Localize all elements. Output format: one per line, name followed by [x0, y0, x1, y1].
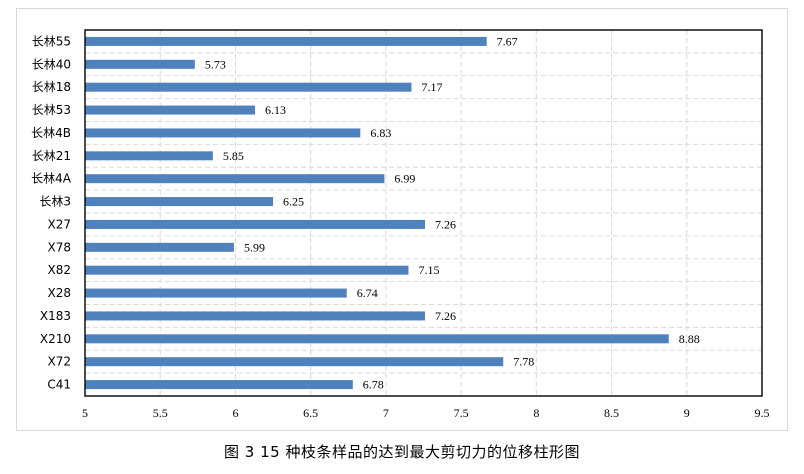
x-tick-labels: 5 5.5 6 6.5 7 7.5 8 8.5 9 9.5 — [82, 406, 770, 420]
bar-7 — [85, 197, 274, 207]
plot-area-border — [84, 29, 763, 397]
value-label: 7.26 — [435, 309, 456, 323]
value-label: 7.78 — [513, 355, 534, 369]
value-label: 6.99 — [394, 172, 415, 186]
value-label: 5.85 — [223, 149, 244, 163]
bar-11 — [85, 288, 347, 298]
category-label: 长林3 — [39, 195, 71, 209]
category-label: 长林55 — [32, 34, 71, 48]
x-tick-label: 6 — [232, 406, 238, 420]
plot-border — [84, 29, 763, 397]
x-tick-label: 7 — [383, 406, 389, 420]
value-label: 6.25 — [283, 195, 304, 209]
category-label: C41 — [47, 378, 71, 392]
bar-0 — [85, 36, 487, 46]
value-label: 6.74 — [357, 286, 378, 300]
x-tick-label: 8 — [533, 406, 539, 420]
bar-4 — [85, 128, 361, 138]
category-label: X72 — [48, 355, 72, 369]
bar-chart: 长林55 长林40 长林18 长林53 长林4B 长林21 长林4A 长林3 X27 X78 X82… — [31, 29, 770, 420]
bar-3 — [85, 105, 256, 115]
category-label: X27 — [48, 217, 72, 231]
chart-frame: 长林55 长林40 长林18 长林53 长林4B 长林21 长林4A 长林3 X27 X78 X82… — [16, 8, 788, 431]
value-label: 6.78 — [363, 378, 384, 392]
category-label: X82 — [48, 263, 72, 277]
bar-14 — [85, 357, 504, 367]
bar-13 — [85, 334, 669, 344]
bar-15 — [85, 380, 353, 390]
x-tick-label: 9 — [684, 406, 690, 420]
category-label: 长林21 — [32, 149, 71, 163]
x-tick-label: 9.5 — [755, 406, 770, 420]
category-label: 长林40 — [32, 57, 71, 71]
bar-9 — [85, 242, 234, 252]
value-label: 7.15 — [418, 263, 439, 277]
x-tick-label: 5.5 — [153, 406, 168, 420]
bar-12 — [85, 311, 426, 321]
value-label: 6.83 — [370, 126, 391, 140]
category-label: X183 — [40, 309, 71, 323]
category-label: 长林53 — [32, 103, 71, 117]
value-label: 6.13 — [265, 103, 286, 117]
category-label: 长林4B — [31, 126, 71, 140]
category-labels: 长林55 长林40 长林18 长林53 长林4B 长林21 长林4A 长林3 X27 X78 X82… — [31, 34, 72, 391]
x-tick-label: 8.5 — [604, 406, 619, 420]
x-tick-label: 5 — [82, 406, 88, 420]
x-tick-label: 6.5 — [303, 406, 318, 420]
value-label: 7.26 — [435, 217, 456, 231]
value-label: 7.17 — [421, 80, 442, 94]
value-label: 5.99 — [244, 240, 265, 254]
category-label: X28 — [48, 286, 72, 300]
bar-5 — [85, 151, 213, 161]
category-label: 长林4A — [31, 172, 72, 186]
value-label: 8.88 — [679, 332, 700, 346]
value-label: 7.67 — [497, 34, 518, 48]
x-tick-label: 7.5 — [454, 406, 469, 420]
category-label: X210 — [40, 332, 71, 346]
value-labels: 7.67 5.73 7.17 6.13 6.83 5.85 6.99 6.25 7.26 5.99… — [205, 34, 700, 391]
bars — [85, 36, 669, 390]
bar-10 — [85, 265, 409, 275]
bar-1 — [85, 59, 195, 69]
value-label: 5.73 — [205, 57, 226, 71]
figure-caption: 图 3 15 种枝条样品的达到最大剪切力的位移柱形图 — [224, 443, 580, 461]
bar-6 — [85, 174, 385, 184]
bar-2 — [85, 82, 412, 92]
bar-8 — [85, 219, 426, 229]
category-label: 长林18 — [32, 80, 71, 94]
category-label: X78 — [48, 240, 72, 254]
gridlines — [85, 30, 762, 396]
